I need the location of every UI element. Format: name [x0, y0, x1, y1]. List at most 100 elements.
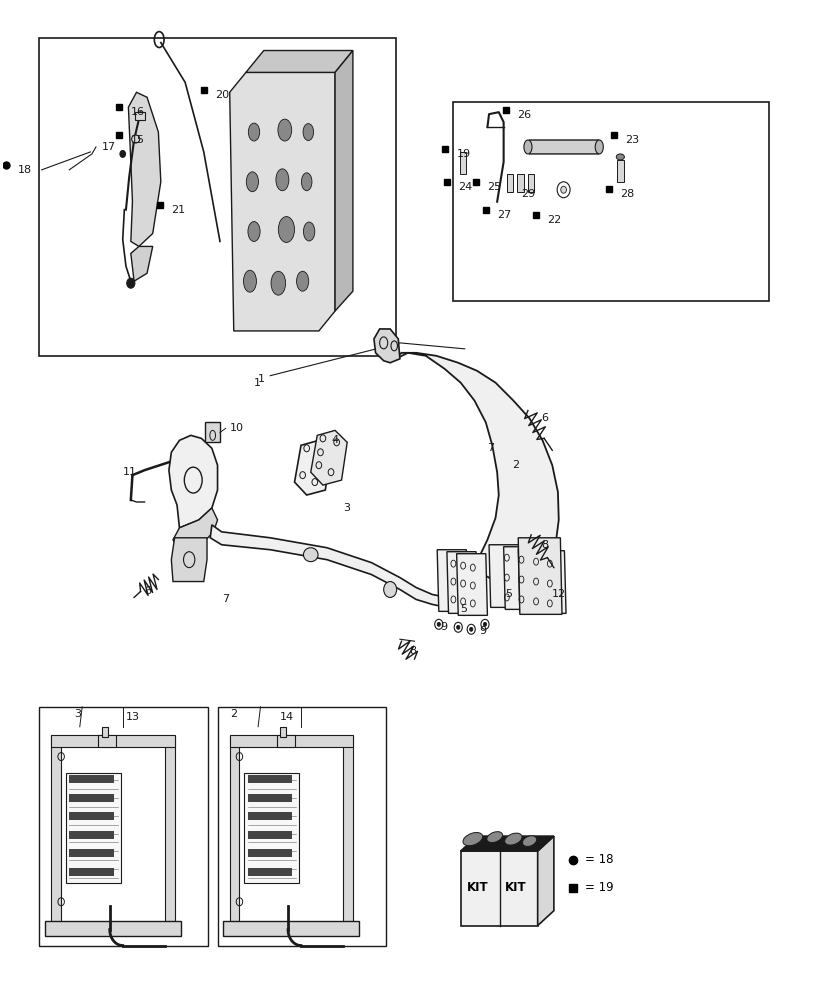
Ellipse shape — [248, 123, 259, 141]
Ellipse shape — [131, 135, 140, 143]
Bar — [69, 831, 113, 839]
Text: 9: 9 — [441, 622, 447, 632]
Text: 8: 8 — [542, 540, 549, 550]
Text: 6: 6 — [542, 413, 548, 423]
Polygon shape — [437, 550, 468, 611]
Bar — [69, 849, 113, 857]
Bar — [247, 849, 292, 857]
Ellipse shape — [276, 169, 289, 191]
Ellipse shape — [437, 622, 441, 626]
Bar — [69, 794, 113, 802]
Bar — [344, 736, 353, 930]
Polygon shape — [457, 554, 487, 615]
Bar — [528, 174, 534, 192]
Bar — [229, 735, 353, 747]
Bar — [224, 921, 359, 936]
Ellipse shape — [246, 172, 259, 192]
Ellipse shape — [384, 582, 397, 597]
Polygon shape — [532, 551, 566, 613]
Text: 3: 3 — [344, 503, 350, 513]
Text: 9: 9 — [479, 626, 486, 636]
Ellipse shape — [463, 833, 483, 846]
Text: 7: 7 — [222, 594, 228, 604]
Text: 3: 3 — [74, 709, 81, 719]
Text: 4: 4 — [331, 435, 338, 445]
Bar — [247, 812, 292, 820]
Bar — [66, 773, 121, 883]
Polygon shape — [295, 440, 331, 495]
Polygon shape — [229, 72, 335, 331]
Ellipse shape — [504, 833, 522, 845]
Text: 29: 29 — [521, 189, 536, 199]
Text: 2: 2 — [229, 709, 237, 719]
Text: 23: 23 — [625, 135, 639, 145]
Text: 5: 5 — [505, 589, 512, 599]
Text: KIT: KIT — [505, 881, 527, 894]
Ellipse shape — [278, 217, 295, 242]
Bar — [102, 727, 109, 737]
Polygon shape — [526, 140, 602, 154]
Ellipse shape — [271, 271, 286, 295]
Ellipse shape — [303, 124, 313, 141]
Bar — [45, 921, 181, 936]
Text: 22: 22 — [548, 215, 561, 225]
Bar — [247, 868, 292, 876]
Text: 8: 8 — [410, 646, 417, 656]
Text: 27: 27 — [497, 210, 512, 220]
Text: 17: 17 — [102, 142, 116, 152]
Bar — [247, 775, 292, 783]
Ellipse shape — [304, 548, 318, 562]
Bar — [247, 831, 292, 839]
Text: = 18: = 18 — [585, 853, 613, 866]
Polygon shape — [447, 552, 477, 613]
Bar — [244, 773, 299, 883]
Bar — [39, 707, 208, 946]
Polygon shape — [128, 92, 161, 246]
Polygon shape — [392, 353, 559, 601]
Ellipse shape — [126, 278, 135, 288]
Text: 12: 12 — [552, 589, 566, 599]
Ellipse shape — [243, 270, 256, 292]
Bar — [517, 174, 524, 192]
Polygon shape — [311, 430, 348, 485]
Polygon shape — [173, 508, 218, 552]
Ellipse shape — [524, 140, 532, 154]
Ellipse shape — [120, 150, 126, 157]
Ellipse shape — [595, 140, 603, 154]
Polygon shape — [169, 435, 218, 528]
Text: 1: 1 — [254, 378, 261, 388]
Polygon shape — [211, 525, 447, 607]
Text: = 19: = 19 — [585, 881, 614, 894]
Text: 19: 19 — [457, 149, 471, 159]
Text: 25: 25 — [487, 182, 502, 192]
Text: 24: 24 — [459, 182, 472, 192]
Text: 20: 20 — [215, 90, 229, 100]
Bar — [99, 735, 116, 747]
Text: 14: 14 — [280, 712, 294, 722]
Polygon shape — [518, 538, 562, 614]
Ellipse shape — [469, 627, 472, 631]
Polygon shape — [461, 836, 554, 851]
Polygon shape — [489, 545, 523, 607]
Polygon shape — [518, 549, 552, 611]
Text: 16: 16 — [131, 107, 144, 117]
Bar — [69, 775, 113, 783]
Ellipse shape — [616, 154, 624, 160]
Text: 28: 28 — [620, 189, 635, 199]
Polygon shape — [131, 246, 153, 281]
Text: 2: 2 — [512, 460, 519, 470]
Bar — [69, 868, 113, 876]
Bar — [460, 152, 467, 174]
Bar — [165, 736, 175, 930]
Bar — [135, 112, 144, 120]
Bar — [229, 736, 239, 930]
Text: 26: 26 — [517, 110, 531, 120]
Text: 10: 10 — [229, 423, 244, 433]
Text: 11: 11 — [122, 467, 137, 477]
Ellipse shape — [457, 625, 460, 629]
Polygon shape — [374, 329, 400, 363]
Text: 6: 6 — [144, 586, 152, 596]
Text: 13: 13 — [126, 712, 140, 722]
Ellipse shape — [561, 186, 566, 193]
Text: 7: 7 — [487, 443, 494, 453]
